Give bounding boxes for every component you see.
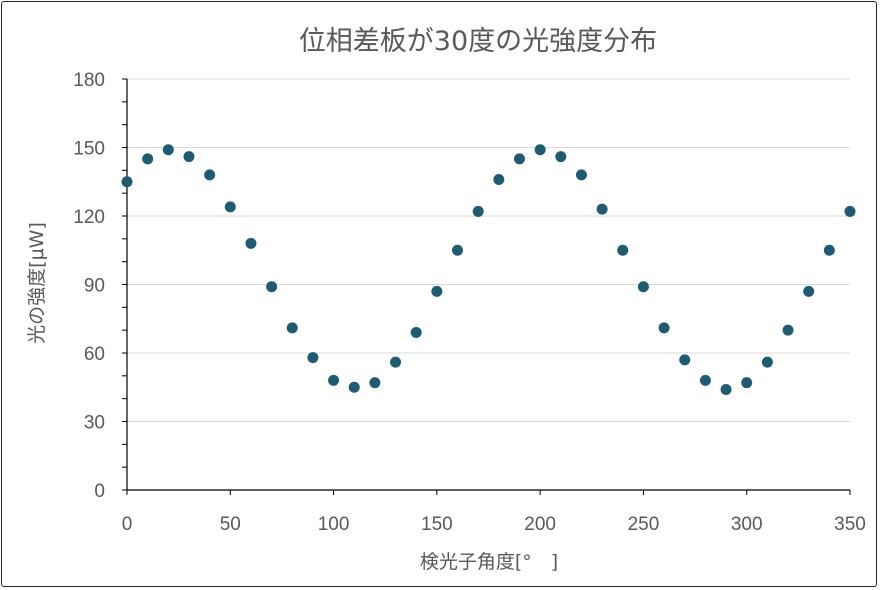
data-points <box>121 144 856 396</box>
data-point-310 <box>761 356 773 368</box>
data-point-210 <box>555 151 567 163</box>
x-tick-label-100: 100 <box>318 514 350 535</box>
data-point-350 <box>844 205 856 217</box>
x-tick-label-200: 200 <box>524 514 556 535</box>
x-tick-label-300: 300 <box>731 514 763 535</box>
y-axis-label: 光の強度[μW] <box>26 222 48 344</box>
x-tick-label-50: 50 <box>220 514 241 535</box>
tick-labels: 0 30 60 90 120 150 180 0 50 100 150 200 250 300 350 <box>73 70 866 535</box>
data-point-190 <box>513 153 525 165</box>
data-point-110 <box>348 381 360 393</box>
data-point-300 <box>741 377 753 389</box>
data-point-130 <box>390 356 402 368</box>
data-point-340 <box>823 244 835 256</box>
data-point-170 <box>472 205 484 217</box>
data-point-40 <box>204 169 216 181</box>
y-tick-label-30: 30 <box>84 413 105 434</box>
grid-lines <box>127 78 850 422</box>
data-point-90 <box>307 352 319 364</box>
data-point-0 <box>121 176 133 188</box>
data-point-320 <box>782 324 794 336</box>
data-point-270 <box>679 354 691 366</box>
y-tick-label-150: 150 <box>73 139 105 160</box>
data-point-160 <box>452 244 464 256</box>
chart-title: 位相差板が30度の光強度分布 <box>299 26 657 57</box>
y-tick-label-90: 90 <box>84 276 105 297</box>
data-point-180 <box>493 173 505 185</box>
x-tick-label-350: 350 <box>834 514 866 535</box>
data-point-100 <box>328 374 340 386</box>
x-tick-label-250: 250 <box>628 514 660 535</box>
data-point-30 <box>183 151 195 163</box>
data-point-60 <box>245 237 257 249</box>
data-point-140 <box>410 326 422 338</box>
data-point-50 <box>224 201 236 213</box>
data-point-70 <box>266 281 278 293</box>
x-axis-label: 検光子角度[° ] <box>420 551 558 573</box>
y-tick-label-0: 0 <box>94 481 105 502</box>
y-tick-label-60: 60 <box>84 344 105 365</box>
axes <box>122 78 851 495</box>
data-point-330 <box>803 285 815 297</box>
data-point-80 <box>286 322 298 334</box>
data-point-20 <box>162 144 174 156</box>
data-point-280 <box>699 374 711 386</box>
x-tick-label-150: 150 <box>421 514 453 535</box>
data-point-220 <box>575 169 587 181</box>
data-point-240 <box>617 244 629 256</box>
y-tick-label-120: 120 <box>73 207 105 228</box>
data-point-10 <box>142 153 154 165</box>
data-point-200 <box>534 144 546 156</box>
data-point-230 <box>596 203 608 215</box>
data-point-150 <box>431 285 443 297</box>
data-point-290 <box>720 384 732 396</box>
data-point-120 <box>369 377 381 389</box>
x-tick-label-0: 0 <box>122 514 133 535</box>
data-point-260 <box>658 322 670 334</box>
data-point-250 <box>637 281 649 293</box>
y-tick-label-180: 180 <box>73 70 105 91</box>
